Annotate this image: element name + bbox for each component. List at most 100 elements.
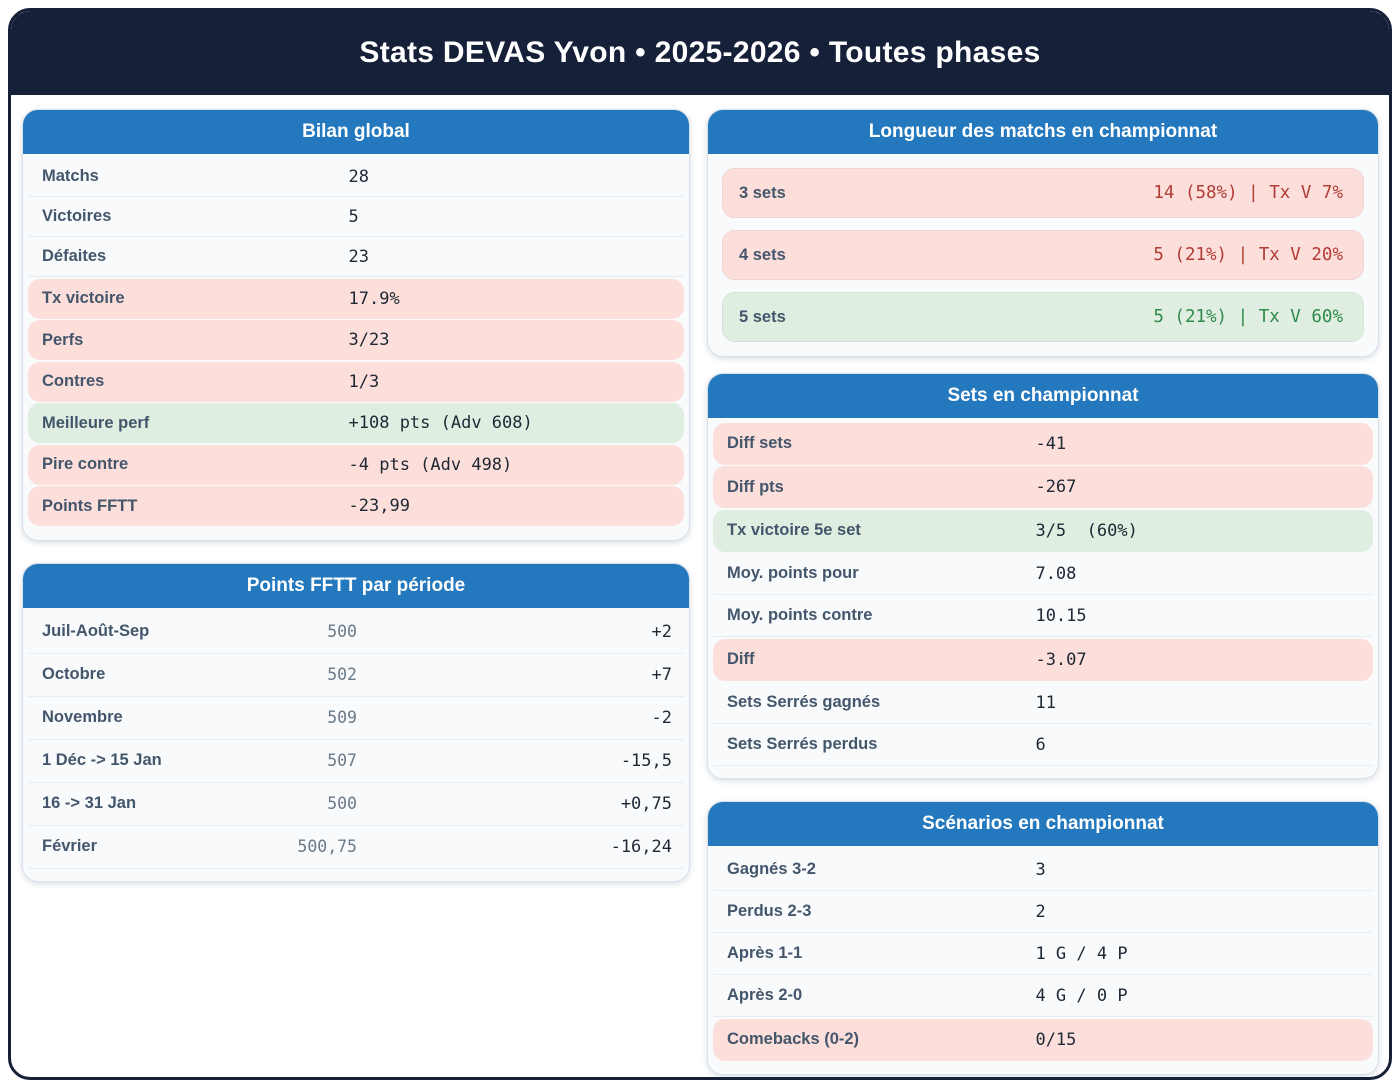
period-points: 500 xyxy=(327,794,357,813)
stat-label: Sets Serrés gagnés xyxy=(727,693,881,711)
stat-label: Comebacks (0-2) xyxy=(727,1030,860,1048)
stat-label: Gagnés 3-2 xyxy=(727,860,816,878)
stat-row: Gagnés 3-2 3 xyxy=(713,849,1373,891)
stat-row: Points FFTT -23,99 xyxy=(28,486,684,526)
pill-label: 4 sets xyxy=(739,245,786,264)
stat-value: 11 xyxy=(1035,692,1056,713)
card-fftt-body: Juil-Août-Sep 500 +2 Octobre 502 +7 Nove… xyxy=(23,608,689,881)
stat-row: Après 1-1 1 G / 4 P xyxy=(713,933,1373,975)
period-label: Novembre xyxy=(42,708,123,726)
card-longueur-title: Longueur des matchs en championnat xyxy=(868,121,1218,142)
period-points: 500 xyxy=(327,622,357,641)
stat-value: 10.15 xyxy=(1035,605,1087,626)
stat-row: Défaites 23 xyxy=(28,237,684,277)
period-delta: -2 xyxy=(651,707,672,728)
period-points: 509 xyxy=(327,708,357,727)
stat-row: Après 2-0 4 G / 0 P xyxy=(713,975,1373,1017)
stat-label: Perdus 2-3 xyxy=(727,902,812,920)
stat-row: Perdus 2-3 2 xyxy=(713,891,1373,933)
stat-value: 3 xyxy=(1035,859,1046,880)
card-scenarios-title: Scénarios en championnat xyxy=(922,813,1164,834)
stat-row: Meilleure perf +108 pts (Adv 608) xyxy=(28,403,684,443)
stat-label: Moy. points pour xyxy=(727,564,859,582)
stat-value: 3/5 (60%) xyxy=(1035,520,1138,541)
stat-label: Après 2-0 xyxy=(727,986,803,1004)
stat-value: 4 G / 0 P xyxy=(1035,985,1128,1006)
stat-value: 28 xyxy=(348,166,369,187)
stat-row: Tx victoire 17.9% xyxy=(28,278,684,319)
stat-value: 17.9% xyxy=(348,288,400,309)
stat-row: Moy. points contre 10.15 xyxy=(713,595,1373,637)
stat-row: Sets Serrés perdus 6 xyxy=(713,724,1373,766)
card-longueur-body: 3 sets 14 (58%) | Tx V 7% 4 sets 5 (21%)… xyxy=(708,154,1378,356)
stat-label: Sets Serrés perdus xyxy=(727,735,878,753)
stat-value: -23,99 xyxy=(348,496,410,516)
stat-value: -41 xyxy=(1035,433,1067,454)
match-length-pill: 4 sets 5 (21%) | Tx V 20% xyxy=(722,230,1364,280)
stat-value: 1/3 xyxy=(348,371,380,392)
stat-value: 3/23 xyxy=(348,330,390,350)
card-longueur-header: Longueur des matchs en championnat xyxy=(708,110,1378,154)
app-frame: Stats DEVAS Yvon • 2025-2026 • Toutes ph… xyxy=(8,8,1392,1080)
card-points-fftt-periode: Points FFTT par période Juil-Août-Sep 50… xyxy=(22,562,690,882)
pill-label: 5 sets xyxy=(739,307,786,326)
stat-value: -4 pts (Adv 498) xyxy=(348,454,513,475)
card-longueur-matchs: Longueur des matchs en championnat 3 set… xyxy=(707,109,1379,357)
period-points: 502 xyxy=(327,665,357,684)
card-fftt-header: Points FFTT par période xyxy=(23,563,689,608)
main-content: Bilan global Matchs 28 Victoires 5 xyxy=(11,95,1389,1077)
right-column: Longueur des matchs en championnat 3 set… xyxy=(707,109,1379,1077)
stat-label: Moy. points contre xyxy=(727,606,873,624)
page-title: Stats DEVAS Yvon • 2025-2026 • Toutes ph… xyxy=(359,36,1041,69)
period-label: 1 Déc -> 15 Jan xyxy=(42,751,162,769)
card-sets-body: Diff sets -41 Diff pts -267 Tx victoire … xyxy=(708,418,1378,778)
stat-label: Diff sets xyxy=(727,434,793,452)
period-row: Novembre 509 -2 xyxy=(28,697,684,740)
left-column: Bilan global Matchs 28 Victoires 5 xyxy=(22,109,690,904)
period-delta: +2 xyxy=(651,621,672,642)
card-fftt-title: Points FFTT par période xyxy=(246,574,466,596)
stat-label: Contres xyxy=(42,372,105,390)
card-sets-title: Sets en championnat xyxy=(947,385,1139,406)
stat-value: -3.07 xyxy=(1035,649,1087,670)
stat-value: 2 xyxy=(1035,901,1046,922)
card-bilan-header: Bilan global xyxy=(23,110,689,154)
stat-label: Matchs xyxy=(42,167,99,185)
stat-row: Perfs 3/23 xyxy=(28,320,684,360)
stat-row: Tx victoire 5e set 3/5 (60%) xyxy=(713,509,1373,552)
pill-label: 3 sets xyxy=(739,183,786,202)
period-label: 16 -> 31 Jan xyxy=(42,794,137,812)
period-points: 507 xyxy=(327,751,357,770)
stat-row: Comebacks (0-2) 0/15 xyxy=(713,1018,1373,1061)
period-delta: +7 xyxy=(651,664,672,685)
stat-value: +108 pts (Adv 608) xyxy=(348,413,533,433)
card-bilan-global: Bilan global Matchs 28 Victoires 5 xyxy=(22,109,690,541)
stat-row: Diff pts -267 xyxy=(713,466,1373,508)
stat-row: Contres 1/3 xyxy=(28,361,684,402)
stat-value: 23 xyxy=(348,246,369,267)
stat-row: Moy. points pour 7.08 xyxy=(713,553,1373,595)
period-row: Juil-Août-Sep 500 +2 xyxy=(28,611,684,654)
stat-row: Diff -3.07 xyxy=(713,638,1373,681)
period-row: 1 Déc -> 15 Jan 507 -15,5 xyxy=(28,740,684,783)
period-delta: +0,75 xyxy=(620,793,672,814)
period-label: Février xyxy=(42,837,98,855)
period-row: Octobre 502 +7 xyxy=(28,654,684,697)
stat-label: Pire contre xyxy=(42,455,129,473)
card-bilan-body: Matchs 28 Victoires 5 Défaites 23 xyxy=(23,154,689,540)
match-length-pill: 5 sets 5 (21%) | Tx V 60% xyxy=(722,292,1364,342)
stat-value: 5 xyxy=(348,206,359,227)
stat-value: -267 xyxy=(1035,477,1077,497)
stat-label: Tx victoire 5e set xyxy=(727,521,861,539)
pill-value: 5 (21%) | Tx V 20% xyxy=(1153,245,1343,265)
period-delta: -16,24 xyxy=(610,836,672,857)
card-scenarios-championnat: Scénarios en championnat Gagnés 3-2 3 Pe… xyxy=(707,801,1379,1075)
card-scenarios-body: Gagnés 3-2 3 Perdus 2-3 2 Après 1-1 1 G … xyxy=(708,846,1378,1074)
period-label: Juil-Août-Sep xyxy=(42,622,150,640)
stat-row: Matchs 28 xyxy=(28,157,684,197)
stat-value: 1 G / 4 P xyxy=(1035,943,1128,964)
stat-row: Diff sets -41 xyxy=(713,422,1373,465)
page-header: Stats DEVAS Yvon • 2025-2026 • Toutes ph… xyxy=(11,11,1389,95)
stat-label: Perfs xyxy=(42,330,84,349)
stat-label: Diff pts xyxy=(727,477,784,496)
